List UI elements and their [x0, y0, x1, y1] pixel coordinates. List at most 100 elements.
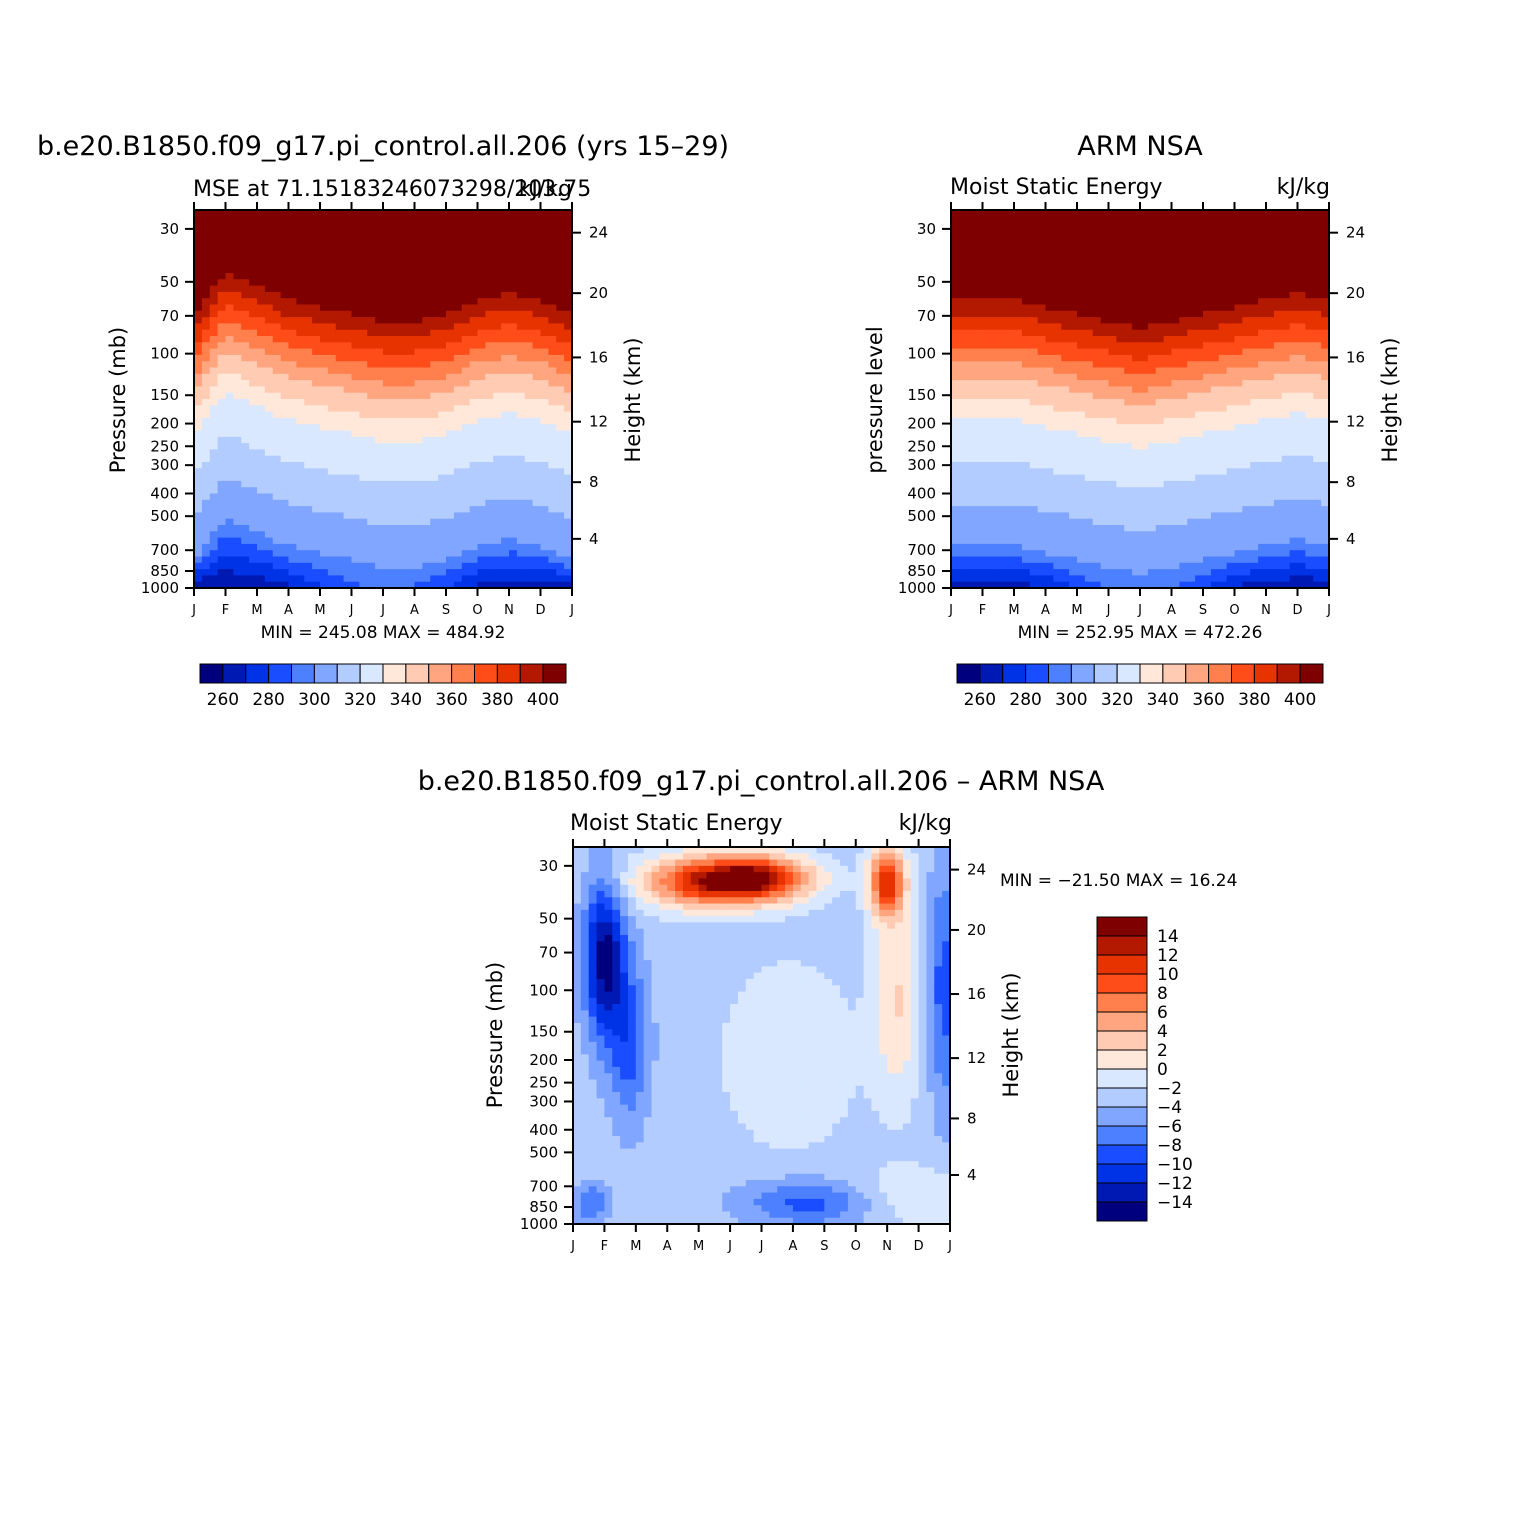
model-contour-cell — [233, 411, 242, 419]
obs-contour-cell — [1171, 216, 1180, 224]
model-contour-cell — [249, 499, 258, 507]
model-contour-cell — [438, 518, 447, 526]
model-contour-cell — [217, 575, 227, 583]
model-height-label: 4 — [589, 530, 599, 548]
model-contour-cell — [320, 285, 329, 293]
obs-contour-cell — [1147, 304, 1157, 312]
obs-contour-cell — [1124, 525, 1133, 532]
obs-contour-cell — [1124, 266, 1133, 274]
obs-contour-cell — [1077, 222, 1086, 230]
obs-contour-cell — [1132, 493, 1141, 501]
model-contour-cell — [249, 424, 258, 432]
model-contour-cell — [564, 279, 573, 287]
obs-contour-cell — [1084, 474, 1094, 482]
model-contour-cell — [312, 417, 321, 425]
obs-contour-cell — [974, 474, 984, 482]
model-contour-cell — [367, 531, 376, 539]
model-contour-cell — [288, 449, 297, 457]
model-contour-cell — [430, 525, 439, 532]
model-contour-cell — [548, 317, 557, 324]
obs-contour-cell — [1116, 291, 1125, 299]
obs-contour-cell — [1163, 436, 1173, 444]
obs-contour-cell — [982, 575, 991, 583]
obs-contour-cell — [1163, 462, 1173, 469]
model-contour-cell — [335, 228, 345, 236]
obs-contour-cell — [1014, 556, 1023, 564]
model-contour-cell — [461, 386, 471, 394]
model-contour-cell — [335, 380, 345, 387]
model-contour-cell — [201, 235, 211, 243]
model-contour-cell — [272, 367, 282, 375]
model-contour-cell — [217, 550, 227, 558]
model-contour-cell — [327, 468, 337, 476]
obs-contour-cell — [1069, 468, 1078, 476]
obs-contour-cell — [1029, 525, 1039, 532]
model-contour-cell — [225, 455, 234, 463]
model-contour-cell — [241, 348, 250, 356]
obs-contour-cell — [990, 279, 999, 287]
obs-contour-cell — [951, 260, 960, 268]
model-contour-cell — [461, 455, 471, 463]
model-contour-cell — [493, 260, 502, 268]
model-contour-cell — [209, 266, 219, 274]
model-contour-cell — [548, 266, 557, 274]
obs-contour-cell — [1179, 525, 1188, 532]
model-contour-cell — [217, 474, 227, 482]
obs-contour-cell — [1163, 468, 1173, 476]
model-contour-cell — [422, 354, 431, 362]
model-contour-cell — [493, 291, 502, 299]
model-contour-cell — [556, 247, 565, 255]
obs-contour-cell — [998, 518, 1007, 526]
obs-contour-cell — [1014, 405, 1023, 413]
model-contour-cell — [564, 562, 573, 570]
obs-contour-cell — [1195, 235, 1204, 243]
model-contour-cell — [453, 260, 463, 268]
model-contour-cell — [225, 506, 234, 513]
model-contour-cell — [217, 443, 227, 450]
model-contour-cell — [233, 254, 242, 261]
obs-contour-cell — [1179, 386, 1188, 394]
model-contour-cell — [446, 556, 455, 564]
model-contour-cell — [461, 367, 471, 375]
obs-contour-cell — [1171, 405, 1180, 413]
model-contour-cell — [390, 254, 400, 261]
model-month-label: S — [442, 603, 450, 618]
model-contour-cell — [264, 468, 274, 476]
model-contour-cell — [194, 449, 203, 457]
obs-contour-cell — [1053, 336, 1062, 343]
obs-contour-cell — [974, 499, 984, 507]
model-contour-cell — [343, 241, 353, 249]
model-contour-cell — [383, 266, 392, 274]
obs-contour-cell — [1061, 569, 1070, 576]
model-contour-cell — [217, 405, 227, 413]
obs-contour-cell — [998, 279, 1007, 287]
obs-contour-cell — [1029, 354, 1039, 362]
model-contour-cell — [485, 298, 494, 306]
obs-contour-cell — [1163, 493, 1173, 501]
obs-contour-cell — [1124, 323, 1133, 331]
model-contour-cell — [249, 531, 258, 539]
model-contour-cell — [194, 392, 203, 400]
model-contour-cell — [501, 241, 510, 249]
model-contour-cell — [469, 550, 479, 558]
model-contour-cell — [304, 304, 313, 312]
obs-contour-cell — [1061, 581, 1070, 589]
obs-contour-cell — [1045, 411, 1054, 419]
model-contour-cell — [209, 480, 219, 488]
model-contour-cell — [446, 443, 455, 450]
obs-contour-cell — [1147, 386, 1157, 394]
model-colorbar-swatch — [268, 663, 292, 684]
model-contour-cell — [351, 518, 360, 526]
obs-contour-cell — [1084, 430, 1094, 438]
obs-contour-cell — [1140, 361, 1149, 369]
model-contour-cell — [264, 417, 274, 425]
obs-contour-cell — [1179, 581, 1188, 589]
obs-contour-cell — [1092, 386, 1102, 394]
model-contour-cell — [288, 247, 297, 255]
model-contour-cell — [312, 266, 321, 274]
obs-contour-cell — [1053, 310, 1062, 318]
obs-contour-cell — [1069, 386, 1078, 394]
model-contour-cell — [446, 222, 455, 230]
model-contour-cell — [335, 247, 345, 255]
